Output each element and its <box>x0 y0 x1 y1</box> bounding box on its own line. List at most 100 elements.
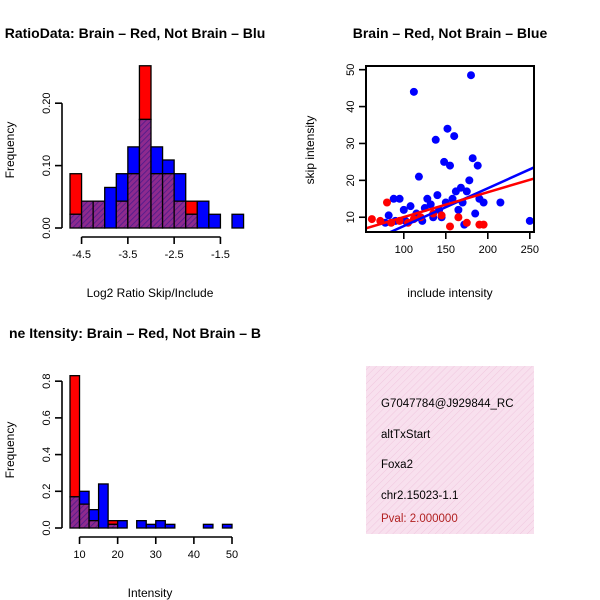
scatter-point-not-brain <box>465 176 474 185</box>
scatter-ylabel: skip intensity <box>303 116 317 185</box>
scatter-point-not-brain <box>389 194 398 203</box>
intensity-histogram-bar-not-brain <box>155 520 166 529</box>
scatter-point-not-brain <box>525 216 534 225</box>
ratio-histogram-x-tick-label: -3.5 <box>118 249 137 261</box>
ratio-histogram-bar-overlap <box>138 118 152 229</box>
ratio-histogram-bar-not-brain <box>173 173 187 202</box>
ratio-histogram-x-tick-label: -1.5 <box>211 249 230 261</box>
scatter-point-not-brain <box>467 71 475 80</box>
intensity-histogram-title: ne Itensity: Brain – Red, Not Brain – B <box>9 325 261 341</box>
scatter-marks <box>366 71 534 232</box>
intensity-histogram-panel: ne Itensity: Brain – Red, Not Brain – B … <box>3 325 261 600</box>
scatter-point-brain <box>367 215 376 224</box>
ratio-histogram-y-tick-label: 0.20 <box>41 92 53 113</box>
ratio-histogram-ylabel: Frequency <box>3 122 17 179</box>
scatter-point-not-brain <box>414 172 423 181</box>
intensity-histogram-x-tick-label: 40 <box>188 549 200 561</box>
scatter-plot-box <box>365 65 535 233</box>
ratio-histogram-bar-not-brain <box>231 213 245 229</box>
intensity-histogram-bar-brain <box>69 375 81 498</box>
scatter-point-brain <box>462 218 471 227</box>
scatter-panel: Brain – Red, Not Brain – Blue include in… <box>303 25 547 300</box>
intensity-histogram-x-tick-label: 10 <box>73 549 85 561</box>
ratio-histogram-bar-overlap <box>69 213 83 229</box>
intensity-histogram-bar-not-brain <box>78 490 90 505</box>
scatter-point-not-brain <box>456 183 465 192</box>
scatter-point-not-brain <box>440 157 449 166</box>
info-panel-background <box>366 366 534 534</box>
scatter-y-tick-label: 50 <box>345 64 357 76</box>
scatter-plot-area <box>366 71 534 232</box>
info-gene-name: Foxa2 <box>381 459 413 471</box>
intensity-histogram-ylabel: Frequency <box>3 422 17 479</box>
scatter-y-tick-label: 10 <box>345 211 357 223</box>
scatter-point-not-brain <box>454 205 463 214</box>
scatter-x-tick-label: 100 <box>395 244 413 256</box>
intensity-histogram-bar-not-brain <box>164 523 176 529</box>
scatter-point-not-brain <box>479 198 488 207</box>
ratio-histogram-title: RatioData: Brain – Red, Not Brain – Blu <box>5 25 266 41</box>
ratio-histogram-bar-overlap <box>185 213 198 229</box>
scatter-y-tick-label: 30 <box>345 137 357 149</box>
ratio-histogram-axes: -4.5 -3.5 -2.5 -1.5 0.00 0.10 0.20 <box>41 92 230 261</box>
scatter-point-brain <box>437 211 446 220</box>
scatter-point-not-brain <box>395 194 404 203</box>
ratio-histogram-bar-overlap <box>80 200 94 229</box>
intensity-histogram-bar-not-brain <box>97 483 109 529</box>
ratio-histogram-bar-overlap <box>150 173 164 229</box>
scatter-x-tick-label: 250 <box>521 244 539 256</box>
intensity-histogram-bar-overlap <box>88 520 100 529</box>
intensity-histogram-y-tick-label: 0.6 <box>41 410 53 425</box>
scatter-xlabel: include intensity <box>407 286 492 300</box>
scatter-y-tick-label: 40 <box>345 100 357 112</box>
scatter-point-not-brain <box>426 200 435 209</box>
scatter-point-not-brain <box>384 211 393 220</box>
scatter-x-tick-label: 150 <box>437 244 455 256</box>
intensity-histogram-y-tick-label: 0.0 <box>41 520 53 535</box>
ratio-histogram-bar-not-brain <box>196 200 210 229</box>
scatter-point-brain <box>479 220 488 229</box>
info-pval: Pval: 2.000000 <box>381 513 458 525</box>
scatter-point-brain <box>383 198 391 207</box>
intensity-histogram-bar-overlap <box>78 503 90 529</box>
intensity-histogram-bar-overlap <box>69 496 81 529</box>
scatter-point-not-brain <box>406 202 415 211</box>
ratio-histogram-x-tick-label: -2.5 <box>165 249 184 261</box>
ratio-histogram-bar-not-brain <box>150 146 164 175</box>
intensity-histogram-bar-not-brain <box>145 523 157 529</box>
ratio-histogram-bar-overlap <box>173 200 187 229</box>
info-probe-id: G7047784@J929844_RC <box>381 398 514 410</box>
scatter-point-not-brain <box>496 198 505 207</box>
intensity-histogram-bar-not-brain <box>88 508 100 522</box>
scatter-point-not-brain <box>433 191 442 200</box>
scatter-point-not-brain <box>450 132 459 141</box>
ratio-histogram-x-tick-label: -4.5 <box>72 249 91 261</box>
scatter-point-not-brain <box>409 87 418 96</box>
scatter-point-not-brain <box>399 205 408 214</box>
scatter-point-not-brain <box>473 161 482 170</box>
ratio-histogram-y-tick-label: 0.10 <box>41 155 53 176</box>
intensity-histogram-y-tick-label: 0.8 <box>41 374 53 389</box>
intensity-histogram-bar-not-brain <box>221 523 233 529</box>
scatter-point-not-brain <box>468 154 477 163</box>
info-panel: G7047784@J929844_RC altTxStart Foxa2 chr… <box>366 366 534 534</box>
ratio-histogram-y-tick-label: 0.00 <box>41 217 53 238</box>
ratio-histogram-bar-brain <box>185 200 198 215</box>
scatter-title: Brain – Red, Not Brain – Blue <box>353 25 548 41</box>
scatter-axes: 100 150 200 250 10 20 30 40 50 <box>345 64 539 256</box>
scatter-point-not-brain <box>443 124 452 133</box>
ratio-histogram-bar-not-brain <box>127 146 141 175</box>
scatter-point-brain <box>446 222 454 231</box>
intensity-histogram-y-tick-label: 0.2 <box>41 484 53 499</box>
intensity-histogram-bars <box>69 375 233 529</box>
scatter-x-tick-label: 200 <box>479 244 497 256</box>
intensity-histogram-xlabel: Intensity <box>128 586 173 600</box>
ratio-histogram-bar-not-brain <box>208 213 222 229</box>
intensity-histogram-x-tick-label: 20 <box>112 549 124 561</box>
scatter-y-tick-label: 20 <box>345 174 357 186</box>
ratio-histogram-bar-overlap <box>127 173 141 229</box>
ratio-histogram-panel: RatioData: Brain – Red, Not Brain – Blu … <box>3 25 265 300</box>
intensity-histogram-axes: 10 20 30 40 50 0.0 0.2 0.4 0.6 0.8 <box>41 374 238 561</box>
scatter-point-not-brain <box>462 187 471 196</box>
